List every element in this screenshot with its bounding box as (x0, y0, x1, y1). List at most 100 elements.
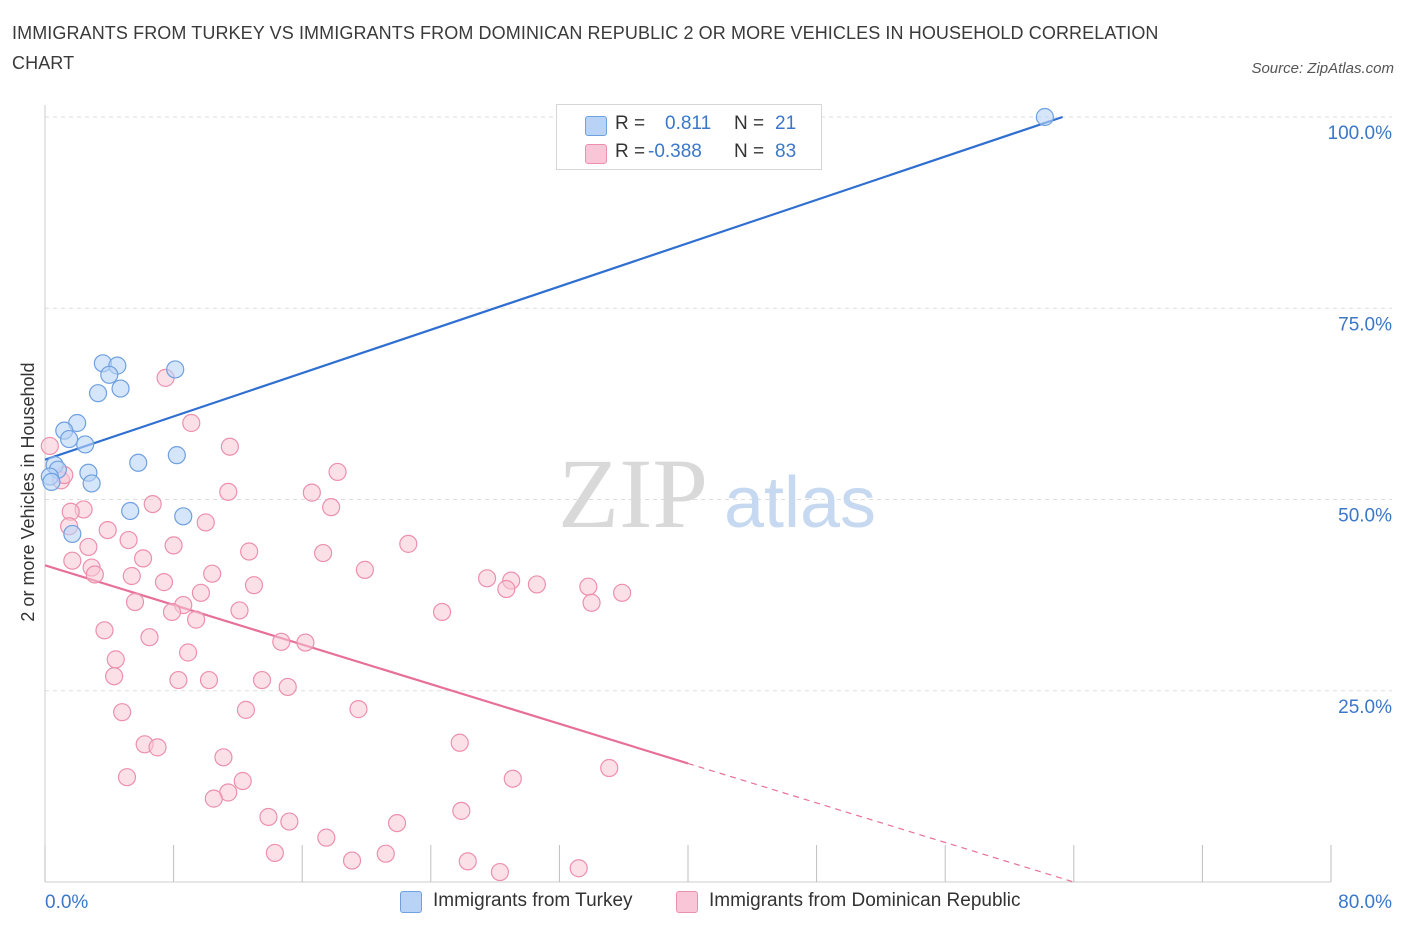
legend-row-dominican: R = -0.388 N = 83 (557, 139, 821, 167)
data-point-dominican (240, 542, 259, 561)
data-point-dominican (40, 436, 59, 456)
data-point-dominican (252, 670, 272, 690)
data-point-dominican (458, 852, 477, 871)
trendlines (44, 115, 1074, 883)
source-label: Source: ZipAtlas.com (1251, 60, 1394, 77)
data-point-dominican (452, 801, 471, 820)
data-point-turkey (76, 435, 95, 454)
data-point-dominican (191, 583, 211, 602)
data-point-dominican (98, 520, 117, 540)
data-point-dominican (106, 650, 125, 669)
data-point-dominican (113, 703, 132, 722)
data-point-dominican (133, 549, 153, 568)
data-point-dominican (477, 569, 497, 588)
data-point-dominican (355, 560, 374, 579)
x-tick-label: 80.0% (1338, 892, 1392, 913)
data-point-dominican (220, 437, 239, 456)
watermark-zip: ZIP (558, 438, 708, 549)
data-point-dominican (162, 602, 182, 622)
legend-label-dominican: Immigrants from Dominican Republic (709, 890, 1021, 911)
data-point-turkey (167, 446, 186, 465)
data-point-dominican (302, 483, 321, 502)
data-point-dominican (490, 862, 510, 882)
trendline-dominican (44, 564, 689, 765)
correlation-legend: R = 0.811 N = 21 R = -0.388 N = 83 (556, 104, 822, 170)
y-tick-label: 100.0% (1328, 123, 1393, 144)
data-point-turkey (82, 474, 101, 493)
trendline-dominican-extension (687, 762, 1074, 883)
data-point-dominican (600, 758, 619, 778)
chart-title: IMMIGRANTS FROM TURKEY VS IMMIGRANTS FRO… (12, 23, 1159, 73)
legend-row-turkey: R = 0.811 N = 21 (557, 111, 821, 139)
data-point-dominican (322, 498, 341, 517)
data-point-dominican (342, 851, 362, 870)
legend-r-value-turkey: 0.811 (665, 113, 712, 134)
data-point-dominican (233, 771, 252, 791)
data-point-dominican (387, 813, 407, 833)
data-point-dominican (349, 700, 368, 719)
legend-swatch-blue (585, 116, 607, 136)
data-point-turkey (166, 360, 185, 379)
legend-r-label: R = (615, 141, 646, 162)
data-point-dominican (187, 610, 206, 629)
data-point-dominican (178, 643, 198, 662)
data-point-dominican (376, 844, 395, 863)
data-point-dominican (317, 828, 336, 847)
x-tick-label: 0.0% (45, 892, 88, 913)
data-point-dominican (432, 602, 452, 622)
series-turkey-points (40, 107, 1054, 544)
data-point-dominican (278, 677, 297, 697)
data-point-dominican (527, 575, 546, 594)
data-point-dominican (199, 670, 219, 690)
data-point-dominican (95, 621, 114, 640)
data-point-dominican (154, 573, 174, 592)
data-point-dominican (148, 738, 167, 757)
data-point-dominican (196, 513, 215, 532)
legend-n-value-turkey: 21 (775, 113, 797, 134)
data-point-dominican (117, 768, 137, 787)
data-point-dominican (143, 494, 162, 514)
data-point-dominican (503, 769, 522, 788)
data-point-dominican (122, 566, 141, 586)
data-point-dominican (612, 583, 632, 602)
data-point-dominican (119, 530, 138, 550)
y-tick-label: 50.0% (1338, 506, 1392, 527)
data-point-dominican (497, 579, 516, 599)
legend-r-label: R = (615, 113, 646, 134)
data-point-dominican (328, 462, 347, 482)
y-tick-label: 25.0% (1338, 697, 1392, 718)
data-point-turkey (60, 429, 79, 449)
data-point-turkey (129, 453, 148, 472)
data-point-dominican (450, 733, 469, 752)
data-point-turkey (174, 507, 193, 526)
data-point-dominican (85, 565, 104, 584)
data-point-turkey (100, 365, 119, 384)
data-point-dominican (219, 482, 238, 501)
data-point-dominican (105, 667, 124, 686)
axes (44, 105, 1332, 883)
data-point-dominican (214, 748, 233, 767)
legend-n-label: N = (734, 113, 765, 134)
data-point-turkey (1035, 107, 1054, 127)
data-point-dominican (244, 576, 264, 595)
series-dominican-points (40, 368, 632, 882)
data-point-dominican (204, 789, 223, 808)
y-axis-label: 2 or more Vehicles in Household (18, 362, 38, 621)
data-point-turkey (111, 379, 130, 398)
tick-labels: 25.0% 50.0% 75.0% 100.0% 0.0% 80.0% (45, 123, 1392, 913)
legend-n-label: N = (734, 141, 765, 162)
legend-r-value-dominican: -0.388 (648, 141, 702, 162)
data-point-dominican (579, 577, 598, 596)
watermark-atlas: atlas (724, 463, 876, 543)
data-point-dominican (236, 700, 256, 719)
data-point-dominican (230, 601, 249, 620)
data-point-dominican (63, 551, 82, 570)
data-point-turkey (63, 524, 82, 544)
data-point-dominican (569, 859, 588, 878)
trendline-turkey (44, 115, 1063, 461)
legend-n-value-dominican: 83 (775, 141, 797, 162)
legend-swatch-pink (676, 891, 698, 913)
data-point-dominican (259, 807, 278, 827)
data-point-dominican (125, 592, 145, 612)
